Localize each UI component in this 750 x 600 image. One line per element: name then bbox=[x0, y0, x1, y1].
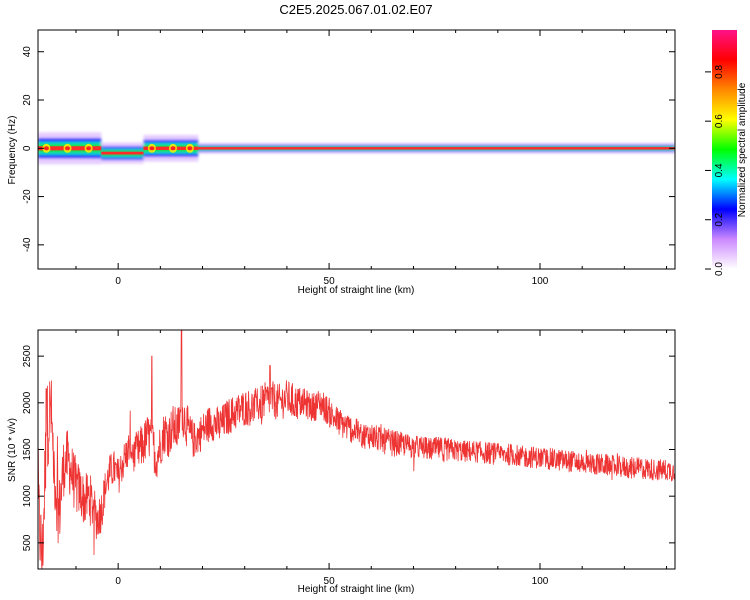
spectrogram-blob-core bbox=[170, 146, 176, 151]
spectrogram-segment-core bbox=[198, 147, 675, 150]
colorbar-tick-label: 0.2 bbox=[714, 212, 725, 226]
snr-series-line bbox=[38, 330, 675, 569]
colorbar-tick-label: 0.4 bbox=[714, 163, 725, 177]
spectrogram-y-tick-label: 20 bbox=[22, 94, 33, 106]
snr-y-tick-label: 1500 bbox=[22, 438, 33, 461]
spectrogram-xlabel: Height of straight line (km) bbox=[298, 285, 415, 296]
colorbar-tick-label: 0.0 bbox=[714, 262, 725, 276]
snr-y-tick-label: 2500 bbox=[22, 345, 33, 368]
spectrogram-y-tick-label: -40 bbox=[22, 237, 33, 252]
figure-title: C2E5.2025.067.01.02.E07 bbox=[279, 2, 432, 17]
spectrogram-ticks: 0 50 100 -40 -20 0 20 40 bbox=[22, 30, 675, 287]
spectrogram-y-tick-label: -20 bbox=[22, 189, 33, 204]
snr-y-tick-label: 2000 bbox=[22, 391, 33, 414]
colorbar-label: Normalized spectral amplitude bbox=[737, 82, 748, 217]
snr-x-tick-label: 50 bbox=[324, 576, 336, 587]
spectrogram-blob-core bbox=[149, 146, 155, 151]
snr-y-tick-label: 1000 bbox=[22, 485, 33, 508]
spectrogram-x-tick-label: 50 bbox=[324, 276, 336, 287]
colorbar-tick-label: 0.8 bbox=[714, 64, 725, 78]
snr-y-tick-label: 500 bbox=[22, 534, 33, 551]
snr-x-tick-label: 0 bbox=[115, 576, 121, 587]
spectrogram-y-tick-label: 40 bbox=[22, 46, 33, 58]
snr-plot-area bbox=[38, 330, 675, 569]
spectrogram-panel: 0 50 100 -40 -20 0 20 40 Height of straight lin… bbox=[7, 29, 676, 296]
snr-ticks: 0 50 100 500 1000 1500 2000 2500 bbox=[22, 330, 675, 587]
spectrogram-blob-core bbox=[187, 146, 193, 151]
spectrogram-band bbox=[38, 132, 675, 165]
spectrogram-blob-core bbox=[43, 146, 49, 151]
snr-panel: 0 50 100 500 1000 1500 2000 2500 Height of stra… bbox=[7, 329, 676, 595]
colorbar-ticks: 0.0 0.2 0.4 0.6 0.8 bbox=[705, 64, 725, 276]
spectrogram-blob-core bbox=[65, 146, 71, 151]
colorbar-tick-label: 0.6 bbox=[714, 114, 725, 128]
spectrogram-segment-core bbox=[101, 151, 144, 155]
spectrogram-x-tick-label: 0 bbox=[115, 276, 121, 287]
spectrogram-blob-core bbox=[86, 146, 92, 151]
colorbar: 0.0 0.2 0.4 0.6 0.8 Normalized spectral ampl… bbox=[705, 30, 748, 276]
colorbar-gradient bbox=[712, 30, 737, 269]
spectrogram-frame bbox=[37, 29, 676, 270]
spectrogram-y-tick-label: 0 bbox=[22, 145, 33, 151]
snr-ylabel: SNR (10 * v/v) bbox=[7, 418, 18, 482]
spectrogram-x-tick-label: 100 bbox=[532, 276, 549, 287]
spectrogram-ylabel: Frequency (Hz) bbox=[7, 116, 18, 185]
snr-xlabel: Height of straight line (km) bbox=[298, 584, 415, 595]
snr-x-tick-label: 100 bbox=[532, 576, 549, 587]
